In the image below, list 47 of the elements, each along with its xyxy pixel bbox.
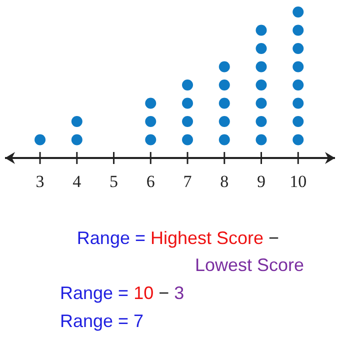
point [292,98,304,109]
point [256,98,267,109]
x-tick-label: 4 [72,172,82,192]
point [292,116,304,127]
point [256,61,267,72]
text: − [154,283,170,303]
x-tick-label: 6 [146,172,155,192]
point [218,98,230,109]
point [292,43,304,54]
point [182,134,194,146]
point [292,134,304,146]
point [292,61,304,72]
point [256,116,267,127]
point [218,134,230,146]
text: Lowest Score [194,255,304,275]
point [256,43,267,54]
point [182,116,194,127]
text: 3 [169,283,184,303]
text: Highest Score [145,228,264,248]
point [34,134,46,146]
text: 10 [128,283,154,303]
x-tick-label: 8 [220,172,229,192]
point [256,134,267,146]
x-tick-label: 3 [36,172,44,192]
point [182,98,194,109]
text: − [264,228,280,248]
point [145,134,156,146]
point [71,116,82,127]
text: Range = [60,283,129,303]
point [218,116,230,127]
x-tick-label: 10 [290,172,307,192]
x-tick-label: 5 [110,172,118,192]
point [182,80,194,90]
text: Range = 7 [60,311,144,331]
x-tick-label: 7 [183,172,192,192]
point [71,134,82,146]
x-tick-label: 9 [257,172,266,192]
point [292,80,304,90]
point [145,116,156,127]
point [292,24,304,36]
point [256,80,267,90]
text: Range = [76,228,146,248]
point [145,98,156,109]
point [218,61,230,72]
point [256,24,267,36]
point [218,80,230,90]
point [292,6,304,18]
